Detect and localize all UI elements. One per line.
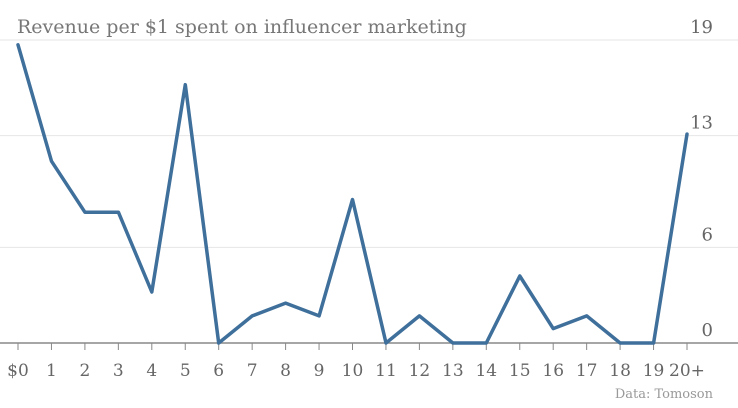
x-tick-label: 14 xyxy=(475,361,497,381)
x-tick-label: $0 xyxy=(7,361,29,381)
x-tick-label: 19 xyxy=(643,361,665,381)
x-tick-label: 12 xyxy=(409,361,431,381)
x-tick-label: 15 xyxy=(509,361,531,381)
y-axis-ticks: 0 6 13 19 xyxy=(690,17,713,341)
series xyxy=(16,43,689,345)
x-tick-label: 2 xyxy=(79,361,90,381)
x-tick-label: 10 xyxy=(342,361,364,381)
gridlines xyxy=(0,39,738,248)
x-tick-label: 18 xyxy=(609,361,631,381)
x-tick-label: 5 xyxy=(180,361,191,381)
x-tick-label: 7 xyxy=(247,361,258,381)
x-tick-label: 16 xyxy=(542,361,564,381)
y-tick-label: 0 xyxy=(702,320,713,341)
x-tick-label: 1 xyxy=(46,361,57,381)
chart-title: Revenue per $1 spent on influencer marke… xyxy=(17,16,467,38)
x-tick-label: 6 xyxy=(213,361,224,381)
series-line xyxy=(16,43,689,345)
y-tick-label: 19 xyxy=(690,17,713,38)
x-tick-label: 4 xyxy=(146,361,157,381)
x-tick-label: 9 xyxy=(314,361,325,381)
source-label: Data: Tomoson xyxy=(615,387,714,402)
y-tick-label: 6 xyxy=(702,224,713,245)
y-tick-label: 13 xyxy=(690,113,713,134)
x-tick-label: 11 xyxy=(375,361,397,381)
x-tick-label: 20+ xyxy=(669,361,705,381)
x-tick-label: 3 xyxy=(113,361,124,381)
x-tick-label: 17 xyxy=(576,361,598,381)
x-tick-label: 8 xyxy=(280,361,291,381)
x-tick-label: 13 xyxy=(442,361,464,381)
x-axis-ticks: $0 1 2 3 4 5 6 7 8 9 10 11 12 13 14 15 16 17 18 19 20+ xyxy=(7,343,705,381)
